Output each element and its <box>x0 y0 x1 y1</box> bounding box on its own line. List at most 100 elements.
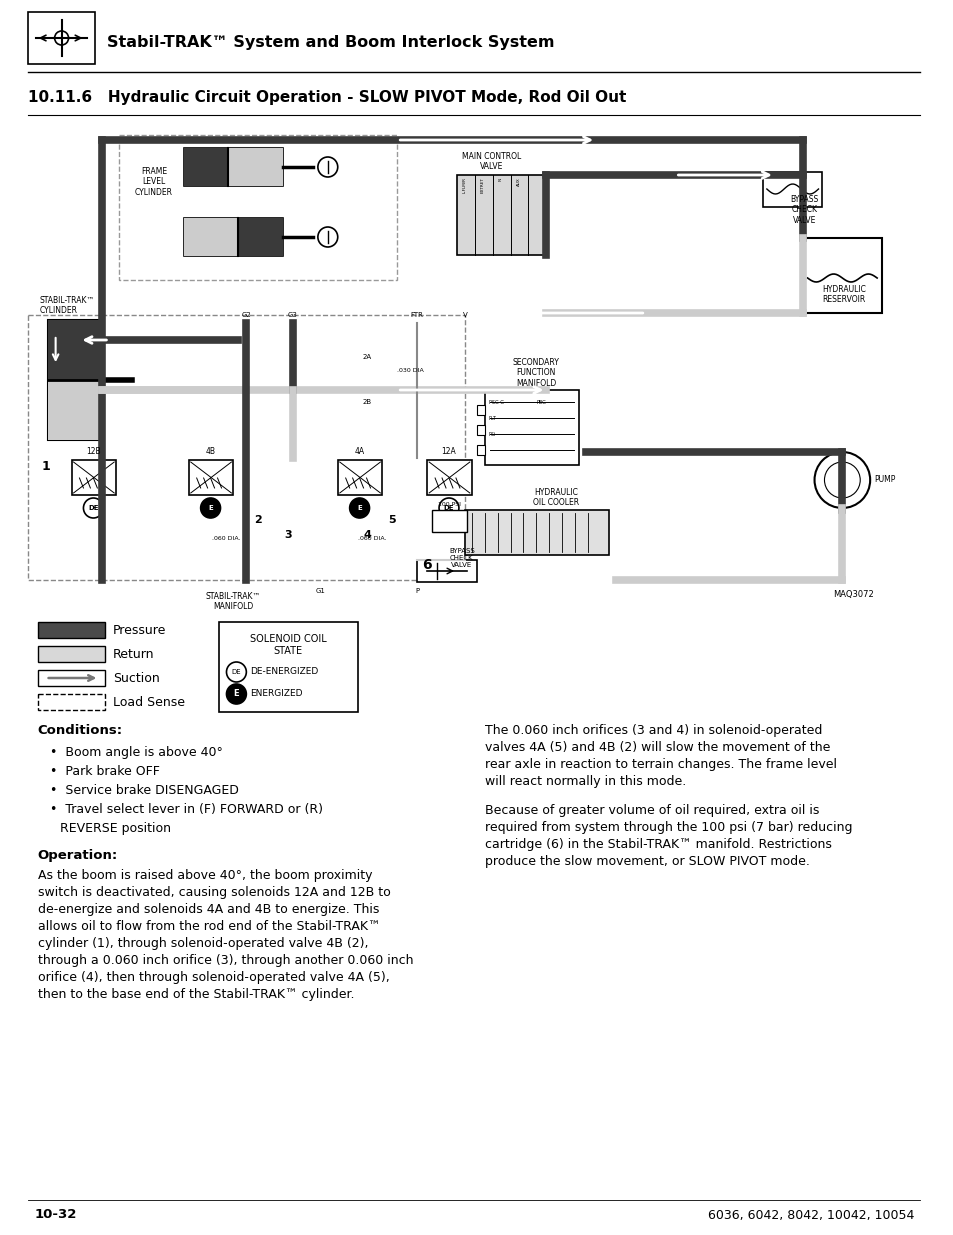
Circle shape <box>438 498 458 517</box>
Text: 3: 3 <box>284 530 292 540</box>
Bar <box>427 459 472 495</box>
Text: L-FLM/R: L-FLM/R <box>462 177 466 193</box>
Text: AUX: AUX <box>516 177 520 185</box>
Bar <box>432 510 466 532</box>
Text: IN: IN <box>498 177 502 182</box>
Text: PUMP: PUMP <box>873 475 895 484</box>
Text: 6036, 6042, 8042, 10042, 10054: 6036, 6042, 8042, 10042, 10054 <box>707 1209 913 1221</box>
Text: •  Park brake OFF: • Park brake OFF <box>50 764 159 778</box>
Bar <box>801 238 882 312</box>
Circle shape <box>200 498 220 517</box>
Text: Return: Return <box>113 647 154 661</box>
Text: FRAME
LEVEL
CYLINDER: FRAME LEVEL CYLINDER <box>134 167 172 196</box>
Text: produce the slow movement, or SLOW PIVOT mode.: produce the slow movement, or SLOW PIVOT… <box>484 855 809 868</box>
Text: E: E <box>233 689 239 699</box>
Text: 2A: 2A <box>362 354 372 359</box>
Text: SOLENOID COIL
STATE: SOLENOID COIL STATE <box>250 634 326 656</box>
Text: PSi: PSi <box>488 432 496 437</box>
Text: MAQ3072: MAQ3072 <box>833 590 873 599</box>
Text: 5: 5 <box>388 515 395 525</box>
Text: 4: 4 <box>363 530 371 540</box>
Text: As the boom is raised above 40°, the boom proximity: As the boom is raised above 40°, the boo… <box>38 869 372 882</box>
Text: MAIN CONTROL
VALVE: MAIN CONTROL VALVE <box>461 152 520 172</box>
Text: P: P <box>415 588 418 594</box>
Circle shape <box>350 498 369 517</box>
Bar <box>184 148 283 186</box>
Bar <box>38 694 105 710</box>
Text: Pressure: Pressure <box>113 624 167 636</box>
Bar <box>456 175 546 254</box>
Bar <box>337 459 382 495</box>
Text: 12B: 12B <box>86 447 101 456</box>
Text: 100 PSI: 100 PSI <box>438 503 461 508</box>
Text: •  Boom angle is above 40°: • Boom angle is above 40° <box>50 746 222 760</box>
Circle shape <box>83 498 103 517</box>
Text: 10.11.6   Hydraulic Circuit Operation - SLOW PIVOT Mode, Rod Oil Out: 10.11.6 Hydraulic Circuit Operation - SL… <box>28 90 625 105</box>
Text: Stabil-TRAK™ System and Boom Interlock System: Stabil-TRAK™ System and Boom Interlock S… <box>107 36 555 51</box>
Text: BYPASS
CHECK
VALVE: BYPASS CHECK VALVE <box>790 195 818 225</box>
Bar <box>28 315 464 580</box>
Text: Because of greater volume of oil required, extra oil is: Because of greater volume of oil require… <box>484 804 819 818</box>
Text: Operation:: Operation: <box>38 848 118 862</box>
Text: •  Service brake DISENGAGED: • Service brake DISENGAGED <box>50 784 238 797</box>
Bar <box>184 219 238 256</box>
Text: V: V <box>462 312 467 317</box>
Text: •  Travel select lever in (F) FORWARD or (R): • Travel select lever in (F) FORWARD or … <box>50 803 322 816</box>
Bar <box>476 445 484 454</box>
Bar <box>476 405 484 415</box>
Bar <box>184 219 283 256</box>
Text: orifice (4), then through solenoid-operated valve 4A (5),: orifice (4), then through solenoid-opera… <box>38 971 389 984</box>
Text: 4A: 4A <box>355 447 364 456</box>
Text: G2: G2 <box>241 312 251 317</box>
Text: E: E <box>356 505 361 511</box>
Bar <box>189 459 233 495</box>
Bar <box>38 646 105 662</box>
Text: DE-ENERGIZED: DE-ENERGIZED <box>250 667 318 677</box>
Bar <box>416 559 476 582</box>
Bar <box>238 219 283 256</box>
Bar <box>28 12 95 64</box>
Text: STABIL-TRAK™
CYLINDER: STABIL-TRAK™ CYLINDER <box>40 296 94 315</box>
Bar <box>476 425 484 435</box>
Text: Conditions:: Conditions: <box>38 724 123 737</box>
Bar <box>228 148 283 186</box>
Text: PBG: PBG <box>536 400 546 405</box>
Bar <box>38 671 105 685</box>
Bar <box>48 320 102 380</box>
Text: 2: 2 <box>254 515 262 525</box>
Bar <box>119 135 396 280</box>
Text: REVERSE position: REVERSE position <box>59 823 171 835</box>
Text: DE: DE <box>443 505 454 511</box>
Text: 1: 1 <box>42 459 51 473</box>
Text: G1: G1 <box>315 588 325 594</box>
Bar <box>38 622 105 638</box>
Circle shape <box>226 684 246 704</box>
Text: BYPASS
CHECK
VALVE: BYPASS CHECK VALVE <box>449 548 475 568</box>
Text: 4B: 4B <box>206 447 215 456</box>
Text: required from system through the 100 psi (7 bar) reducing: required from system through the 100 psi… <box>484 821 851 834</box>
Text: HYDRAULIC
OIL COOLER: HYDRAULIC OIL COOLER <box>533 488 578 508</box>
Text: G3: G3 <box>288 312 297 317</box>
Text: valves 4A (5) and 4B (2) will slow the movement of the: valves 4A (5) and 4B (2) will slow the m… <box>484 741 829 755</box>
Text: FTR: FTR <box>411 312 423 317</box>
Text: DE: DE <box>232 669 241 676</box>
Text: 2B: 2B <box>362 399 372 405</box>
Text: switch is deactivated, causing solenoids 12A and 12B to: switch is deactivated, causing solenoids… <box>38 885 390 899</box>
Text: .060 DIA.: .060 DIA. <box>357 536 386 541</box>
Text: Load Sense: Load Sense <box>113 695 185 709</box>
Text: will react normally in this mode.: will react normally in this mode. <box>484 776 685 788</box>
Text: PSG G: PSG G <box>488 400 503 405</box>
Text: DE: DE <box>88 505 98 511</box>
Text: .060 DIA.: .060 DIA. <box>212 536 240 541</box>
Text: Suction: Suction <box>113 672 160 684</box>
Text: HYDRAULIC
RESERVOIR: HYDRAULIC RESERVOIR <box>821 285 865 304</box>
Bar <box>762 172 821 207</box>
Text: 12A: 12A <box>441 447 456 456</box>
Bar <box>218 622 357 713</box>
Text: 6: 6 <box>422 558 432 572</box>
Text: rear axle in reaction to terrain changes. The frame level: rear axle in reaction to terrain changes… <box>484 758 836 771</box>
Bar <box>184 148 228 186</box>
Text: 10-32: 10-32 <box>34 1209 77 1221</box>
Text: then to the base end of the Stabil-TRAK™ cylinder.: then to the base end of the Stabil-TRAK™… <box>38 988 354 1002</box>
Bar <box>48 320 102 440</box>
